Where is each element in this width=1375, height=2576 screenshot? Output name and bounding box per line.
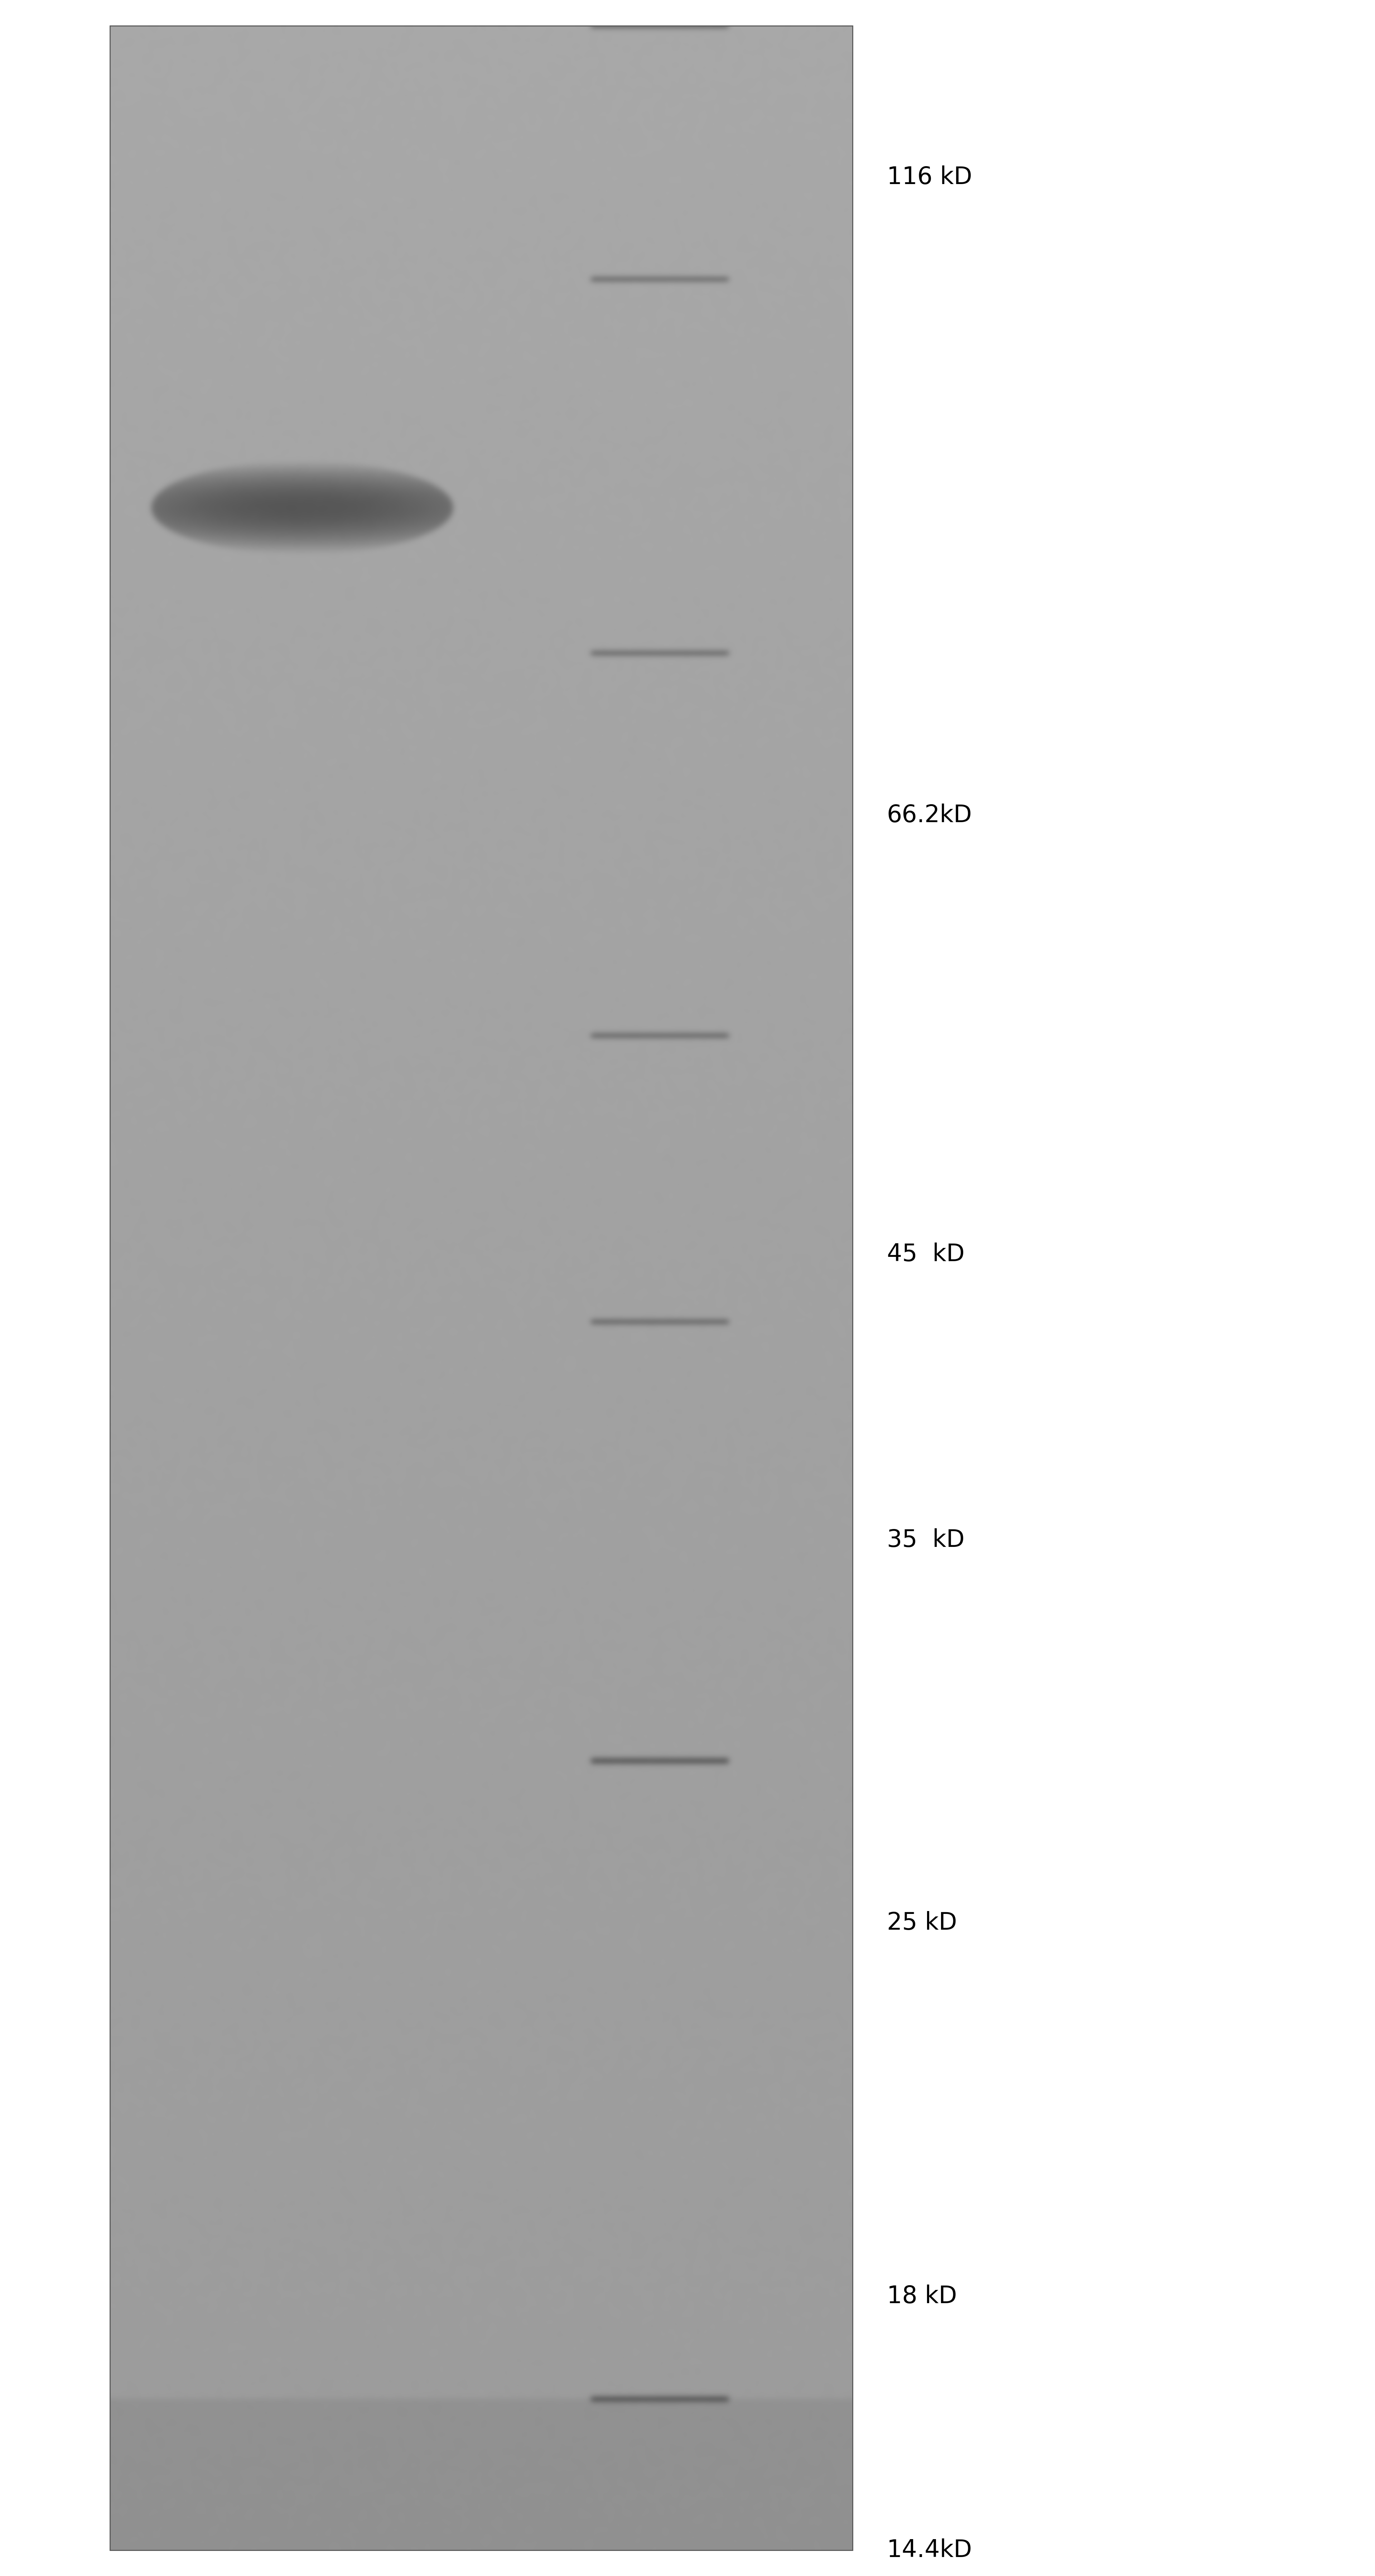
Text: 116 kD: 116 kD: [887, 165, 972, 188]
Text: 45  kD: 45 kD: [887, 1242, 964, 1265]
Text: 14.4kD: 14.4kD: [887, 2537, 972, 2563]
Text: 66.2kD: 66.2kD: [887, 804, 972, 827]
Bar: [110, 26, 853, 2550]
Text: 25 kD: 25 kD: [887, 1911, 957, 1935]
Text: 35  kD: 35 kD: [887, 1528, 964, 1551]
Text: 18 kD: 18 kD: [887, 2285, 957, 2308]
